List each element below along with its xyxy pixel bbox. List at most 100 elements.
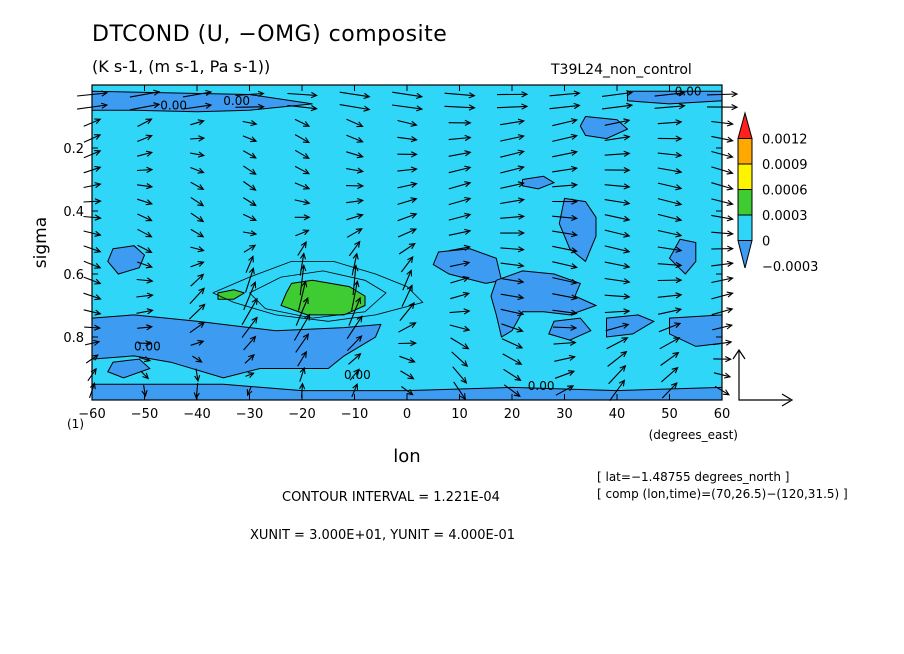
wind-vector — [190, 228, 205, 238]
wind-vector-head — [514, 374, 522, 381]
wind-vector — [606, 337, 629, 350]
wind-vector-shaft — [448, 151, 471, 157]
wind-vector-head — [416, 105, 424, 112]
wind-vector-head — [94, 198, 102, 205]
wind-vector-shaft — [604, 310, 630, 314]
wind-vector-head — [299, 252, 307, 260]
wind-vector — [297, 280, 308, 311]
wind-vector-head — [570, 263, 578, 270]
wind-vector-head — [246, 389, 253, 397]
wind-vector — [294, 165, 311, 175]
wind-vector-head — [517, 118, 526, 125]
wind-vector-shaft — [657, 167, 682, 173]
wind-vector — [242, 120, 258, 127]
wind-vector-shaft — [129, 91, 160, 98]
wind-vector-shaft — [449, 324, 470, 331]
wind-vector-head — [675, 135, 683, 142]
wind-vector — [451, 351, 469, 368]
wind-vector — [190, 135, 206, 142]
wind-vector-head — [517, 246, 525, 253]
wind-vector-shaft — [190, 228, 204, 238]
wind-vector — [500, 277, 525, 285]
wind-vector-head — [517, 197, 526, 204]
wind-vector-head — [674, 322, 682, 329]
wind-vector — [449, 260, 471, 268]
wind-vector — [397, 181, 418, 189]
wind-vector — [297, 241, 307, 256]
wind-vector-head — [464, 212, 472, 219]
wind-vector-shaft — [657, 152, 682, 157]
wind-vector-shaft — [397, 119, 417, 126]
wind-vector — [346, 315, 363, 340]
wind-vector — [299, 252, 307, 276]
wind-vector — [243, 281, 257, 311]
wind-vector-head — [521, 91, 529, 98]
wind-vector-shaft — [190, 246, 204, 252]
wind-vector-head — [675, 277, 683, 284]
wind-vector-shaft — [136, 294, 153, 298]
wind-vector-head — [464, 134, 472, 142]
wind-vector-shaft — [351, 253, 358, 276]
wind-vector-shaft — [500, 215, 524, 219]
wind-vector-head — [94, 263, 102, 269]
wind-vector — [450, 291, 471, 300]
wind-vector — [450, 337, 470, 350]
wind-vector-head — [517, 165, 525, 172]
wind-vector-shaft — [190, 212, 204, 222]
contour-line — [212, 260, 424, 322]
wind-vector-head — [142, 372, 150, 380]
wind-vector-shaft — [190, 152, 204, 157]
wind-vector-head — [623, 231, 631, 238]
wind-vector — [444, 92, 476, 99]
wind-vector-head — [464, 119, 472, 126]
wind-vector-head — [303, 199, 311, 206]
wind-vector-head — [463, 244, 471, 251]
wind-vector — [607, 350, 628, 367]
wind-vector-shaft — [297, 241, 307, 256]
wind-vector — [552, 245, 578, 254]
wind-vector — [348, 296, 362, 326]
wind-vector-shaft — [242, 213, 257, 221]
wind-vector-head — [468, 92, 476, 99]
wind-vector-shaft — [138, 356, 151, 362]
wind-vector-head — [153, 89, 161, 96]
wind-vector-head — [198, 135, 206, 142]
wind-vector — [346, 182, 365, 190]
wind-vector — [503, 384, 521, 398]
wind-vector-head — [515, 358, 523, 365]
wind-vector-shaft — [659, 337, 680, 350]
contour-region — [217, 289, 246, 300]
wind-vector — [347, 335, 363, 351]
wind-vector — [501, 323, 524, 333]
wind-vector-shaft — [500, 150, 524, 158]
wind-vector — [552, 118, 578, 127]
wind-vector-head — [409, 340, 417, 347]
wind-vector-shaft — [552, 184, 577, 188]
wind-vector — [242, 230, 258, 237]
wind-vector-head — [515, 342, 524, 349]
wind-vector — [243, 244, 257, 253]
wind-vector — [137, 228, 153, 238]
wind-vector-shaft — [660, 352, 679, 366]
wind-vector-head — [408, 357, 416, 363]
wind-vector-head — [567, 385, 575, 392]
wind-vector-shaft — [245, 268, 254, 293]
wind-vector-head — [570, 247, 578, 254]
wind-vector-head — [250, 120, 258, 127]
wind-vector-shaft — [608, 365, 626, 385]
wind-vector-head — [675, 231, 683, 238]
wind-vector — [136, 277, 154, 284]
wind-vector — [190, 166, 205, 174]
wind-vector — [657, 277, 683, 284]
wind-vector-head — [517, 149, 525, 156]
wind-vector-head — [570, 278, 578, 285]
wind-vector — [352, 264, 359, 296]
vector-units: XUNIT = 3.000E+01, YUNIT = 4.000E-01 — [250, 528, 515, 543]
wind-vector — [137, 244, 153, 253]
wind-vector-shaft — [552, 167, 577, 173]
wind-vector-shaft — [299, 367, 305, 382]
wind-vector — [657, 307, 683, 315]
wind-vector-shaft — [136, 278, 153, 282]
wind-vector-shaft — [449, 246, 470, 252]
wind-vector-shaft — [552, 245, 577, 252]
